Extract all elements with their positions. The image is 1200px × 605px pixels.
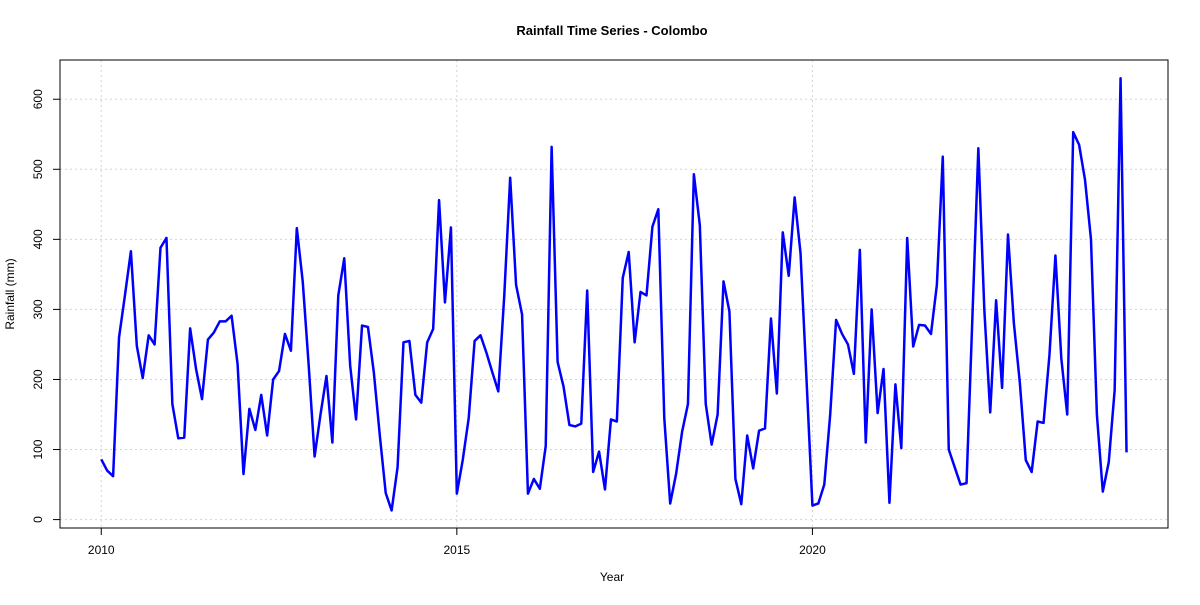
x-tick-label: 2015 — [443, 543, 470, 557]
y-tick-label: 600 — [31, 89, 45, 109]
y-tick-label: 400 — [31, 229, 45, 249]
x-tick-label: 2020 — [799, 543, 826, 557]
x-tick-label: 2010 — [88, 543, 115, 557]
y-tick-label: 200 — [31, 369, 45, 389]
y-tick-label: 300 — [31, 299, 45, 319]
y-tick-label: 500 — [31, 159, 45, 179]
data-line — [100, 76, 1128, 512]
y-tick-label: 0 — [31, 516, 45, 523]
y-axis-title: Rainfall (mm) — [3, 258, 17, 329]
y-tick-label: 100 — [31, 439, 45, 459]
x-axis-title: Year — [600, 570, 624, 584]
chart-title: Rainfall Time Series - Colombo — [516, 23, 707, 38]
